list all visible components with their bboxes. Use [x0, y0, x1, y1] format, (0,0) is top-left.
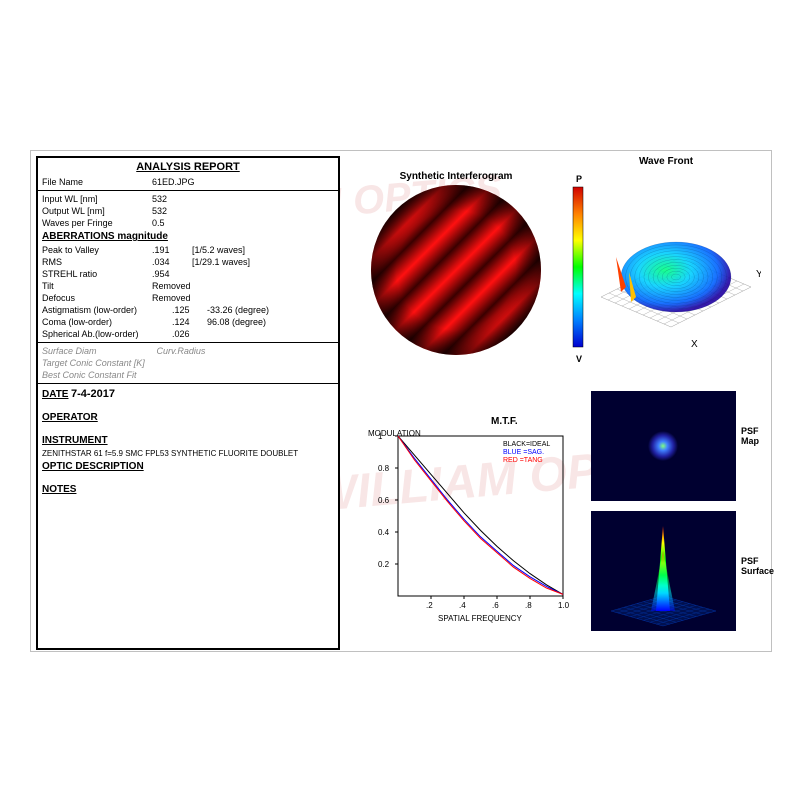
psf-surface-panel — [591, 511, 736, 631]
ptv-label: Peak to Valley — [42, 245, 152, 255]
output-wl-label: Output WL [nm] — [42, 206, 152, 216]
date-value: 7-4-2017 — [71, 388, 115, 400]
instrument-value: ZENITHSTAR 61 f=5.9 SMC FPL53 SYNTHETIC … — [38, 448, 338, 459]
mtf-chart: MODULATION1 0.8 0.6 0.4 0.2 .2 .4 .6 .8 1.0 SPATIA… — [366, 421, 576, 631]
svg-text:1: 1 — [378, 432, 383, 441]
psf-surface-chart — [591, 511, 736, 631]
analysis-container: WILLIAM OPTICS WILLIAM OPTICS ANALYSIS R… — [30, 150, 772, 652]
svg-text:.8: .8 — [525, 601, 532, 610]
rms-value: .034 — [152, 257, 192, 267]
ptv-waves: [1/5.2 waves] — [192, 245, 245, 255]
svg-text:RED =TANG: RED =TANG — [503, 457, 543, 464]
svg-text:Y: Y — [756, 269, 761, 280]
svg-text:MODULATION: MODULATION — [368, 429, 421, 438]
rms-waves: [1/29.1 waves] — [192, 257, 250, 267]
coma-value: .124 — [172, 317, 207, 327]
svg-text:V: V — [576, 354, 582, 364]
input-wl-label: Input WL [nm] — [42, 194, 152, 204]
strehl-label: STREHL ratio — [42, 269, 152, 279]
notes-label: NOTES — [38, 482, 338, 497]
best-conic: Best Conic Constant Fit — [38, 369, 338, 381]
svg-text:0.2: 0.2 — [378, 560, 390, 569]
svg-text:.4: .4 — [459, 601, 466, 610]
report-title: ANALYSIS REPORT — [38, 158, 338, 176]
coma-label: Coma (low-order) — [42, 317, 172, 327]
spherical-label: Spherical Ab.(low-order) — [42, 329, 172, 339]
report-panel: ANALYSIS REPORT File Name61ED.JPG Input … — [36, 156, 340, 650]
wavefront-title: Wave Front — [571, 156, 761, 167]
strehl-value: .954 — [152, 269, 170, 279]
coma-deg: 96.08 (degree) — [207, 317, 266, 327]
defocus-value: Removed — [152, 293, 191, 303]
astig-value: .125 — [172, 305, 207, 315]
interferogram-title: Synthetic Interferogram — [371, 171, 541, 182]
svg-text:1.0: 1.0 — [558, 601, 570, 610]
file-name-label: File Name — [42, 177, 152, 187]
target-conic: Target Conic Constant [K] — [38, 357, 338, 369]
operator-label: OPERATOR — [38, 410, 338, 425]
instrument-label: INSTRUMENT — [38, 433, 338, 448]
svg-text:BLUE =SAG.: BLUE =SAG. — [503, 449, 544, 456]
curv-radius: Curv.Radius — [157, 346, 206, 356]
psf-map-label: PSF Map — [741, 426, 771, 446]
wpf-label: Waves per Fringe — [42, 218, 152, 228]
interferogram-chart — [371, 185, 541, 355]
file-name-value: 61ED.JPG — [152, 177, 334, 187]
spherical-value: .026 — [172, 329, 190, 339]
output-wl-value: 532 — [152, 206, 334, 216]
rms-label: RMS — [42, 257, 152, 267]
psf-map-chart — [591, 391, 736, 501]
svg-text:SPATIAL FREQUENCY: SPATIAL FREQUENCY — [438, 614, 523, 623]
tilt-label: Tilt — [42, 281, 152, 291]
date-label: DATE — [42, 389, 68, 400]
svg-text:P: P — [576, 174, 582, 184]
psf-map-panel — [591, 391, 736, 501]
svg-text:BLACK=IDEAL: BLACK=IDEAL — [503, 441, 550, 448]
psf-surface-label: PSF Surface — [741, 556, 774, 576]
svg-text:0.8: 0.8 — [378, 464, 390, 473]
defocus-label: Defocus — [42, 293, 152, 303]
wpf-value: 0.5 — [152, 218, 334, 228]
svg-text:0.6: 0.6 — [378, 496, 390, 505]
surface-diam: Surface Diam — [42, 346, 97, 356]
astig-label: Astigmatism (low-order) — [42, 305, 172, 315]
ptv-value: .191 — [152, 245, 192, 255]
svg-text:0.4: 0.4 — [378, 528, 390, 537]
wavefront-chart: P V X Y — [571, 167, 761, 367]
interferogram-panel: Synthetic Interferogram — [371, 171, 541, 360]
tilt-value: Removed — [152, 281, 191, 291]
mtf-panel: MODULATION1 0.8 0.6 0.4 0.2 .2 .4 .6 .8 1.0 SPATIA… — [366, 421, 576, 631]
optic-desc-label: OPTIC DESCRIPTION — [38, 459, 338, 474]
aberrations-header: ABERRATIONS magnitude — [38, 229, 338, 244]
svg-text:X: X — [691, 339, 698, 350]
input-wl-value: 532 — [152, 194, 334, 204]
svg-text:.6: .6 — [492, 601, 499, 610]
astig-deg: -33.26 (degree) — [207, 305, 269, 315]
svg-text:.2: .2 — [426, 601, 433, 610]
wavefront-panel: Wave Front P V X Y — [571, 156, 761, 372]
